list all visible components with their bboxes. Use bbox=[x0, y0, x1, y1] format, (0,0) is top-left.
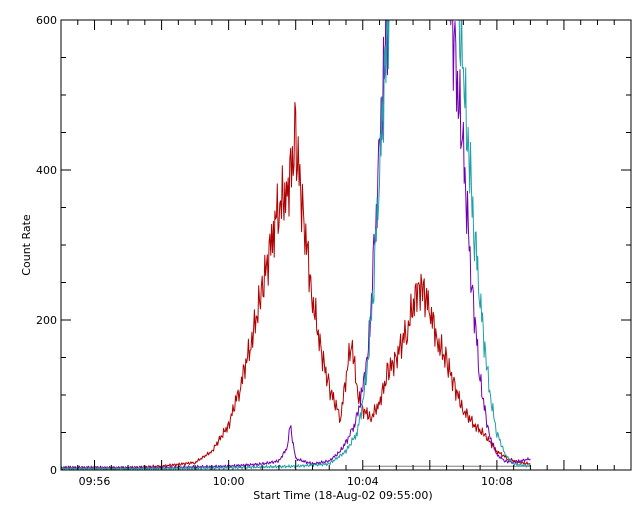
plot-frame bbox=[60, 19, 632, 471]
x-tick-label: 10:00 bbox=[213, 475, 245, 488]
x-tick-label: 10:04 bbox=[347, 475, 379, 488]
y-tick-label: 400 bbox=[36, 164, 57, 177]
y-tick-label: 200 bbox=[36, 314, 57, 327]
ticks-group: 09:56 10:00 10:04 10:08 0 200 400 600 bbox=[36, 14, 632, 488]
y-tick-label: 600 bbox=[36, 14, 57, 27]
y-axis-label: Count Rate bbox=[20, 214, 33, 276]
x-tick-label: 10:08 bbox=[481, 475, 513, 488]
series-group bbox=[61, 20, 531, 470]
series-line-1 bbox=[61, 102, 531, 470]
y-tick-label: 0 bbox=[50, 464, 57, 477]
x-axis-label: Start Time (18-Aug-02 09:55:00) bbox=[253, 489, 432, 502]
x-tick-label: 09:56 bbox=[79, 475, 111, 488]
